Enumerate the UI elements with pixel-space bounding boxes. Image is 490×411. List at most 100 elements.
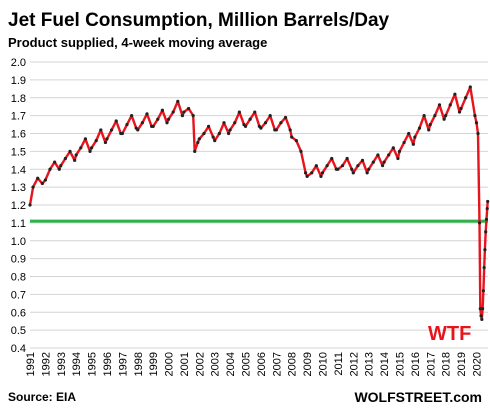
- data-point: [325, 164, 329, 168]
- data-point: [356, 164, 360, 168]
- data-point: [197, 137, 201, 141]
- x-tick-label: 2002: [194, 352, 206, 376]
- data-point: [371, 160, 375, 164]
- data-point: [53, 160, 57, 164]
- data-point: [345, 156, 349, 161]
- y-tick-label: 0.8: [11, 272, 26, 284]
- data-point: [217, 131, 221, 136]
- data-point: [73, 158, 77, 162]
- data-point: [48, 167, 52, 171]
- data-point: [481, 289, 485, 293]
- data-point: [459, 106, 463, 111]
- data-point: [476, 131, 480, 136]
- data-point: [211, 135, 215, 139]
- data-point: [464, 96, 468, 100]
- data-point: [319, 174, 323, 178]
- x-tick-label: 1991: [25, 352, 37, 376]
- data-point: [484, 230, 488, 234]
- y-tick-label: 1.8: [11, 93, 26, 105]
- y-tick-label: 0.9: [11, 254, 26, 266]
- x-tick-label: 2015: [394, 352, 406, 376]
- data-point: [166, 117, 171, 121]
- data-point: [40, 181, 44, 186]
- data-point: [130, 114, 134, 118]
- data-point: [283, 115, 288, 120]
- data-point: [437, 103, 442, 107]
- data-point: [191, 114, 195, 118]
- data-point: [31, 185, 35, 189]
- x-tick-label: 1994: [71, 352, 83, 376]
- data-point: [433, 114, 437, 118]
- data-point: [36, 176, 40, 180]
- x-tick-label: 1998: [133, 352, 145, 376]
- data-point: [320, 171, 325, 175]
- data-point: [99, 128, 103, 132]
- data-point: [268, 114, 272, 118]
- chart-subtitle: Product supplied, 4-week moving average: [8, 35, 267, 50]
- data-point: [422, 114, 426, 118]
- data-point: [186, 106, 191, 111]
- data-point: [171, 110, 175, 114]
- x-tick-label: 2000: [164, 352, 176, 376]
- data-point: [310, 171, 314, 175]
- gridlines: [30, 61, 488, 349]
- data-point: [367, 167, 371, 171]
- x-tick-label: 1993: [56, 352, 68, 376]
- data-point: [486, 199, 490, 204]
- data-point: [228, 128, 232, 132]
- data-point: [453, 92, 457, 96]
- y-tick-label: 0.5: [11, 325, 26, 337]
- data-point: [294, 139, 298, 143]
- x-tick-label: 2013: [364, 352, 376, 376]
- y-tick-label: 1.4: [11, 164, 26, 176]
- y-tick-label: 1.1: [11, 218, 26, 230]
- data-point: [442, 117, 446, 121]
- x-tick-label: 2009: [302, 352, 314, 376]
- data-point: [233, 121, 237, 125]
- data-point: [28, 203, 32, 207]
- data-point: [444, 114, 448, 118]
- y-tick-label: 1.0: [11, 236, 26, 248]
- data-point: [305, 174, 309, 178]
- data-point: [417, 126, 422, 130]
- data-point: [120, 131, 124, 136]
- data-point: [182, 110, 186, 114]
- x-tick-label: 1996: [102, 352, 114, 376]
- data-point: [248, 117, 252, 121]
- data-point: [387, 153, 391, 157]
- data-point: [226, 131, 231, 136]
- y-tick-label: 1.2: [11, 200, 26, 212]
- y-tick-label: 0.7: [11, 289, 26, 301]
- data-point: [114, 119, 118, 123]
- x-tick-label: 2018: [441, 352, 453, 376]
- data-point: [136, 128, 140, 132]
- data-point: [427, 128, 431, 132]
- data-point: [105, 137, 109, 141]
- data-point: [140, 121, 144, 125]
- x-tick-label: 2001: [179, 352, 191, 376]
- data-point: [89, 146, 94, 150]
- data-point: [457, 110, 462, 114]
- data-point: [360, 158, 365, 162]
- data-point: [165, 121, 169, 125]
- data-point: [180, 114, 185, 118]
- data-point: [380, 164, 385, 168]
- data-point: [43, 178, 47, 182]
- data-point: [402, 140, 406, 145]
- data-point: [391, 146, 395, 150]
- y-tick-label: 1.7: [11, 111, 26, 123]
- y-tick-label: 0.6: [11, 307, 26, 319]
- data-point: [63, 156, 68, 161]
- data-point: [288, 128, 292, 132]
- data-point: [151, 124, 155, 128]
- x-tick-label: 2017: [425, 352, 437, 376]
- y-tick-label: 1.3: [11, 182, 26, 194]
- x-tick-label: 2012: [348, 352, 360, 376]
- data-point: [474, 121, 479, 125]
- data-point: [365, 171, 369, 175]
- data-point: [279, 121, 283, 125]
- data-point: [274, 128, 278, 132]
- data-point: [160, 108, 164, 112]
- y-tick-label: 1.6: [11, 129, 26, 141]
- data-point: [480, 317, 484, 321]
